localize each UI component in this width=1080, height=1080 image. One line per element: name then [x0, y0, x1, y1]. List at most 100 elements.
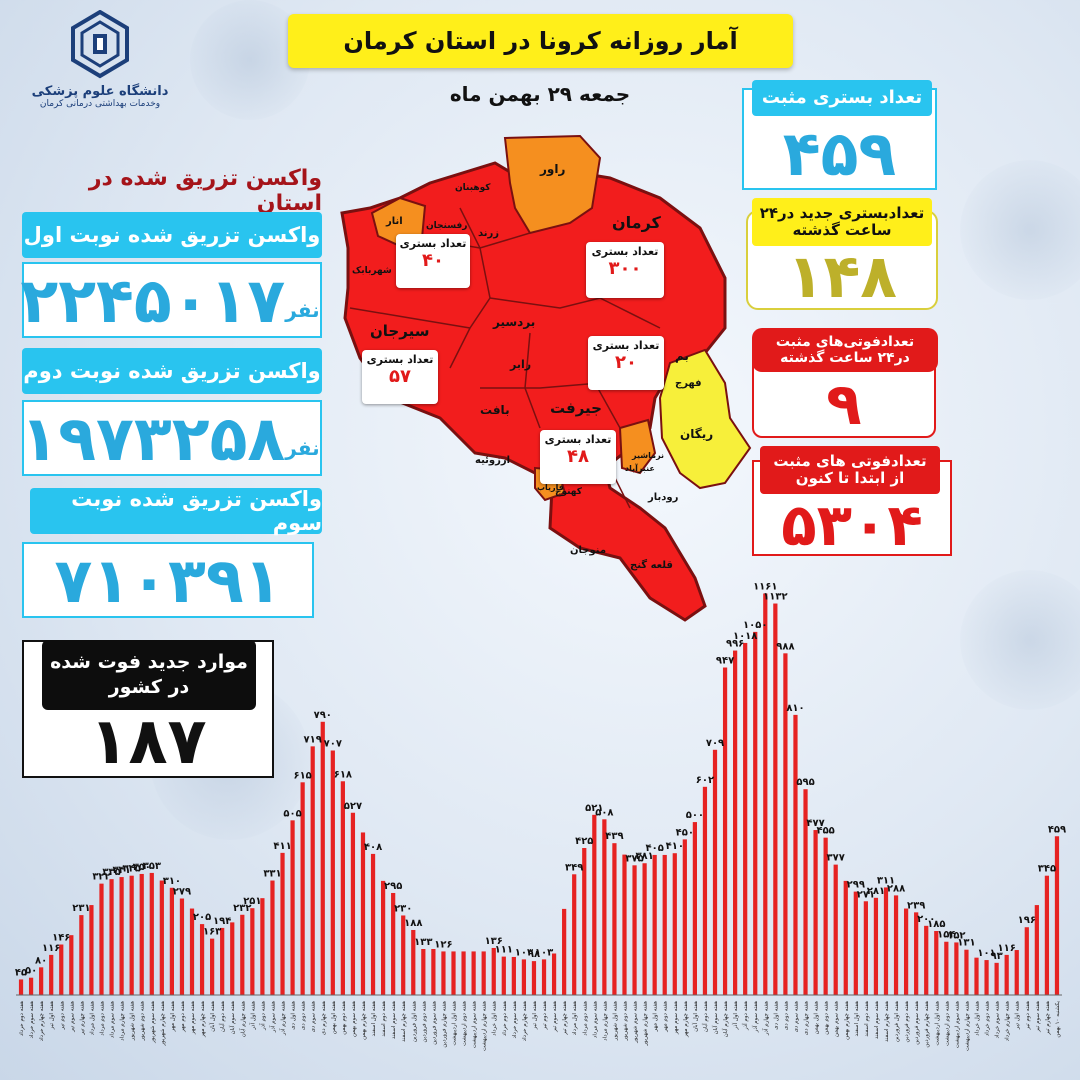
- map-box-label: تعداد بستری: [366, 353, 434, 366]
- chart-data-label: ۴۱۱: [273, 841, 291, 852]
- chart-bar: [1024, 927, 1029, 995]
- chart-x-tick-label: هفته اول بهمن: [814, 1001, 820, 1034]
- chart-bar: [743, 642, 748, 995]
- chart-bar: [722, 667, 728, 995]
- chart-x-tick-label: هفته چهارم خرداد: [1005, 1001, 1011, 1041]
- chart-data-label: ۲۹۹: [847, 880, 865, 891]
- chart-bar: [330, 750, 335, 995]
- national-deaths-value: ۱۸۷: [89, 705, 207, 779]
- page-title: آمار روزانه کرونا در استان کرمان: [288, 14, 793, 68]
- chart-x-tick-label: هفته چهارم تیر: [1045, 1001, 1051, 1036]
- chart-data-label: ۱۴۶: [52, 933, 70, 944]
- map-label-ravar: راور: [539, 162, 565, 177]
- chart-data-label: ۳۴۵: [1038, 864, 1056, 875]
- chart-data-label: ۲۳۹: [907, 900, 925, 911]
- chart-bar: [340, 781, 345, 995]
- chart-x-tick-label: هفته چهارم بهمن: [361, 1001, 367, 1040]
- map-label-anbarabad: عنبرآباد: [625, 463, 655, 473]
- map-label-jiroft: جیرفت: [550, 399, 602, 417]
- map-label-anar: انار: [385, 216, 403, 227]
- chart-x-tick-label: هفته اول فروردین: [894, 1001, 900, 1042]
- map-label-ghaleh-ganj: قلعه گنج: [630, 558, 673, 571]
- chart-x-tick-label: هفته سوم آبان: [229, 1001, 236, 1035]
- chart-data-label: ۴۰۸: [364, 842, 382, 853]
- chart-bar: [431, 949, 436, 995]
- dose2-unit: نفر: [285, 436, 320, 460]
- chart-data-label: ۲۹۵: [384, 881, 402, 892]
- chart-bar: [652, 854, 657, 995]
- map-box-label: تعداد بستری: [591, 245, 659, 258]
- chart-bar: [471, 951, 476, 995]
- chart-bar: [1034, 905, 1039, 995]
- chart-data-label: ۱۰۳: [515, 947, 533, 958]
- chart-bar: [421, 949, 426, 995]
- chart-x-tick-label: هفته اول مهر: [170, 1001, 176, 1033]
- chart-bar: [521, 959, 527, 995]
- map-box-rafsanjan: تعداد بستری ۴۰: [396, 234, 470, 288]
- map-label-faryab: فاریاب: [537, 483, 564, 492]
- chart-data-label: ۲۵۱: [243, 896, 261, 907]
- chart-bar: [49, 954, 54, 995]
- chart-x-tick-label: هفته دوم شهریور: [622, 1001, 628, 1042]
- chart-x-tick-label: هفته دوم اسفند: [381, 1001, 387, 1037]
- chart-data-label: ۴۷۷: [806, 818, 824, 829]
- chart-bar: [803, 789, 808, 995]
- chart-x-tick-label: هفته اول اسفند: [371, 1001, 377, 1037]
- national-deaths-label: موارد جدید فوت شده در کشور: [42, 640, 256, 710]
- dose1-value-box: نفر ۲۲۴۵۰۱۷: [20, 262, 322, 338]
- chart-data-label: ۱۲۶: [434, 939, 452, 950]
- deaths-24h-value: ۹: [826, 370, 862, 438]
- chart-data-label: ۳۵۳: [143, 861, 161, 872]
- chart-data-label: ۵۲۱: [585, 803, 603, 814]
- chart-x-tick-label: هفته سوم آذر: [752, 1001, 759, 1033]
- chart-x-tick-label: هفته چهارم تیر: [562, 1001, 568, 1036]
- chart-data-label: ۷۰۹: [706, 738, 724, 749]
- chart-x-tick-label: هفته چهارم مهر: [683, 1001, 689, 1038]
- chart-x-tick-label: هفته دوم اردیبهشت: [462, 1001, 468, 1046]
- chart-data-label: ۵۰: [25, 966, 37, 977]
- chart-data-label: ۴۲۵: [575, 836, 593, 847]
- chart-x-tick-label: هفته دوم دی: [301, 1001, 307, 1030]
- chart-x-tick-label: هفته چهارم مهر: [200, 1001, 206, 1038]
- chart-data-label: ۴۵: [15, 967, 27, 978]
- chart-x-tick-label: هفته اول مرداد: [89, 1001, 95, 1035]
- chart-x-tick-label: هفته سوم تیر: [1035, 1001, 1041, 1033]
- map-box-label: تعداد بستری: [399, 237, 467, 250]
- background-virus-shape: [960, 160, 1080, 300]
- chart-bar: [179, 898, 185, 995]
- chart-data-label: ۳۴۵: [123, 864, 141, 875]
- map-label-kerman: کرمان: [612, 213, 662, 232]
- chart-bar: [642, 863, 647, 995]
- chart-data-label: ۷۹۰: [314, 710, 332, 721]
- hospitalized-trend-chart: ۴۵۵۰۸۰۱۱۶۱۴۶۲۳۱۳۲۲۳۳۵۳۴۱۳۴۵۳۵۰۳۵۳۳۱۰۲۷۹۲…: [15, 581, 1066, 1051]
- chart-bar: [441, 951, 446, 995]
- map-label-kuhbanan: کوهبنان: [455, 183, 491, 193]
- chart-bar: [240, 914, 245, 995]
- chart-x-tick-label: هفته سوم آذر: [269, 1001, 276, 1033]
- chart-x-tick-label: هفته چهارم دی: [321, 1001, 327, 1035]
- chart-x-tick-label: هفته سوم مرداد: [110, 1001, 116, 1038]
- chart-data-label: ۳۵۰: [133, 862, 151, 873]
- map-label-rafsanjan: رفسنجان: [426, 221, 467, 231]
- chart-data-label: ۱۳۳: [414, 937, 432, 948]
- chart-x-tick-label: هفته چهارم خرداد: [522, 1001, 528, 1041]
- chart-bar: [491, 947, 496, 995]
- chart-bar: [753, 631, 758, 996]
- chart-bar: [582, 848, 587, 995]
- chart-x-tick-label: هفته سوم اردیبهشت: [472, 1001, 478, 1048]
- chart-data-label: ۴۵۹: [1048, 824, 1066, 835]
- vaccine-heading: واکسن تزریق شده در استان: [88, 166, 322, 216]
- chart-bar: [883, 887, 889, 995]
- chart-x-tick-label: هفته سوم خرداد: [995, 1001, 1001, 1039]
- chart-data-label: ۶۱۵: [293, 770, 311, 781]
- chart-data-label: ۱۵۴: [937, 930, 955, 941]
- map-label-shahrbabak: شهربابک: [352, 266, 392, 276]
- chart-bar: [813, 830, 818, 995]
- chart-bar: [119, 877, 124, 995]
- map-label-narmashir: نرماشیر: [631, 451, 664, 460]
- chart-x-tick-label: هفته دوم تیر: [542, 1001, 548, 1031]
- chart-x-tick-label: هفته دوم آبان: [702, 1001, 709, 1032]
- map-label-zarand: زرند: [478, 228, 499, 239]
- chart-bar: [310, 746, 315, 995]
- map-region-rigan: [658, 348, 752, 490]
